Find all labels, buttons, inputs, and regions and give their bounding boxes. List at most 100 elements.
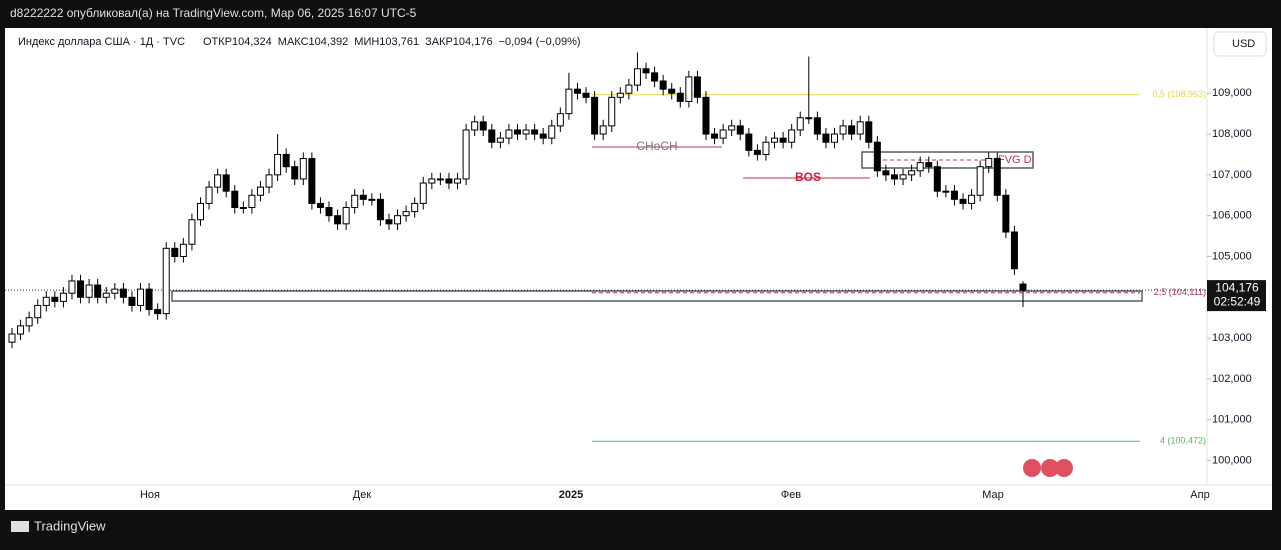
ohlc-legend-item: ЗАКР104,176	[425, 36, 493, 48]
candle-body	[222, 174, 230, 192]
candle-body	[514, 129, 521, 135]
candle-body	[462, 129, 470, 180]
event-icon[interactable]	[1055, 459, 1073, 477]
candle-body	[848, 125, 856, 135]
candle-body	[85, 284, 93, 298]
y-tick-label: 102,000	[1212, 373, 1252, 385]
candle-body	[1002, 194, 1010, 233]
candle-body	[633, 68, 641, 86]
countdown: 02:52:49	[1214, 294, 1261, 308]
candle-body	[985, 158, 993, 168]
ohlc-legend-item: МИН103,761	[354, 36, 419, 48]
candle-body	[248, 194, 256, 209]
candle-body	[925, 162, 933, 168]
fib-label: 2,5 (104,111)	[1154, 287, 1206, 297]
x-tick-label: Апр	[1190, 489, 1209, 501]
currency-button[interactable]	[1213, 31, 1267, 57]
zone-box	[171, 290, 1143, 302]
candle-body	[128, 296, 136, 306]
symbol: Индекс доллара США · 1Д · TVC	[18, 36, 185, 48]
ohlc-legend-item: МАКС104,392	[278, 36, 349, 48]
brand: TradingView	[34, 518, 106, 533]
candle-body	[993, 158, 1001, 196]
event-icon[interactable]	[1041, 459, 1059, 477]
event-icon[interactable]	[1023, 459, 1041, 477]
candle-body	[316, 202, 324, 209]
candle-body	[299, 158, 307, 180]
y-tick-label: 101,000	[1212, 414, 1252, 426]
candle-body	[779, 137, 787, 143]
candle-body	[548, 125, 556, 139]
y-tick-label: 107,000	[1212, 169, 1252, 181]
candle-body	[968, 194, 976, 204]
candle-body	[411, 202, 419, 213]
candle-body	[34, 304, 42, 319]
candle-body	[702, 96, 710, 135]
candle-body	[59, 292, 67, 302]
candle-body	[162, 247, 170, 315]
y-tick-label: 106,000	[1212, 210, 1252, 222]
candle-body	[531, 129, 539, 135]
fib-label: 0,5 (108,963)	[1152, 89, 1206, 99]
candle-body	[591, 96, 599, 135]
candle-body	[265, 174, 273, 188]
candle-body	[831, 133, 839, 143]
x-tick-label: Фев	[781, 489, 801, 501]
candle-body	[385, 219, 393, 225]
candle-body	[111, 288, 119, 294]
candle-body	[334, 215, 342, 225]
candle-body	[762, 141, 770, 155]
candle-body	[214, 174, 222, 188]
candle-body	[771, 137, 779, 143]
candle-body	[908, 170, 916, 176]
candle-body	[668, 88, 676, 94]
candle-body	[890, 174, 898, 180]
candle-body	[68, 280, 76, 294]
candle-body	[856, 121, 864, 135]
candle-body	[693, 76, 701, 98]
candle-body	[196, 202, 204, 221]
candle-body	[17, 325, 25, 335]
candle-body	[436, 178, 444, 181]
candle-body	[1019, 283, 1027, 291]
candle-body	[419, 182, 427, 204]
x-tick-label: Дек	[353, 489, 372, 501]
candle-body	[796, 117, 804, 131]
currency-label[interactable]: USD	[1232, 38, 1255, 50]
candle-body	[1010, 231, 1018, 270]
fvg-label: FVG D	[998, 154, 1032, 166]
candle-body	[428, 178, 436, 184]
fvg-box	[861, 151, 1034, 169]
x-tick-label: Мар	[982, 489, 1004, 501]
candle-body	[736, 125, 744, 135]
publisher: d8222222 опубликовал(а) на TradingView.c…	[10, 6, 417, 20]
candle-body	[582, 92, 590, 98]
candle-body	[145, 288, 153, 311]
ohlc-legend-item: ОТКР104,324	[203, 36, 272, 48]
candle-body	[445, 178, 453, 184]
candle-body	[711, 133, 719, 139]
candle-body	[565, 88, 573, 115]
candle-body	[676, 92, 684, 102]
candle-body	[8, 333, 16, 343]
candle-body	[308, 158, 316, 204]
candle-body	[933, 166, 941, 192]
candle-body	[179, 243, 187, 257]
x-tick-label: Ноя	[140, 489, 160, 501]
brand-logo	[11, 521, 29, 532]
candle-body	[479, 121, 487, 131]
candle-body	[205, 186, 213, 204]
candle-body	[359, 194, 367, 200]
bos-label: BOS	[795, 170, 821, 184]
candle-body	[171, 247, 179, 257]
y-tick-label: 100,000	[1212, 454, 1252, 466]
candle-body	[788, 129, 796, 143]
candle-body	[94, 284, 102, 298]
y-tick-label: 105,000	[1212, 250, 1252, 262]
candle-body	[608, 96, 616, 127]
candle-body	[865, 121, 873, 143]
candle-body	[916, 162, 924, 172]
candle-body	[454, 178, 462, 184]
candle-body	[376, 198, 384, 221]
candle-body	[282, 153, 290, 168]
